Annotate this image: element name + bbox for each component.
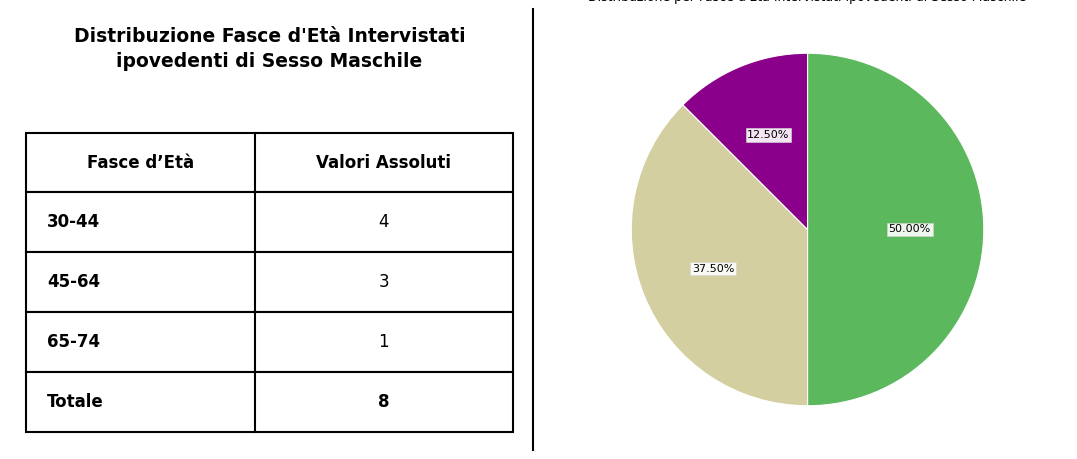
Text: 3: 3 xyxy=(378,274,389,291)
Text: 8: 8 xyxy=(378,393,390,411)
Text: Fasce d’Età: Fasce d’Età xyxy=(87,153,194,172)
Text: Valori Assoluti: Valori Assoluti xyxy=(317,153,451,172)
Text: 30-44: 30-44 xyxy=(47,213,100,231)
Text: 4: 4 xyxy=(378,213,389,231)
Bar xyxy=(26,372,513,432)
Bar xyxy=(26,133,513,192)
Text: 1: 1 xyxy=(378,333,389,351)
Title: Distribuzione per Fasce d'Età Intervistati Ipovedenti di Sesso Maschile: Distribuzione per Fasce d'Età Intervista… xyxy=(588,0,1026,4)
Wedge shape xyxy=(808,53,983,406)
Text: 45-64: 45-64 xyxy=(47,274,100,291)
Bar xyxy=(26,312,513,372)
Text: 65-74: 65-74 xyxy=(47,333,100,351)
Wedge shape xyxy=(631,105,808,406)
Text: 50.00%: 50.00% xyxy=(889,224,931,235)
Text: Distribuzione Fasce d'Età Intervistati
ipovedenti di Sesso Maschile: Distribuzione Fasce d'Età Intervistati i… xyxy=(73,27,465,71)
Wedge shape xyxy=(683,53,808,230)
Text: Totale: Totale xyxy=(47,393,103,411)
Text: 12.50%: 12.50% xyxy=(747,130,789,140)
Bar xyxy=(26,192,513,252)
Bar xyxy=(26,252,513,312)
Text: 37.50%: 37.50% xyxy=(691,263,735,274)
